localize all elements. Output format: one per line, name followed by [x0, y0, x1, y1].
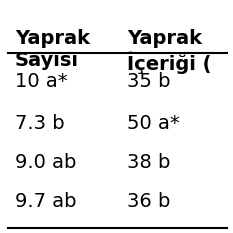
Text: 10 a*: 10 a*: [15, 72, 68, 92]
Text: Yaprak
İçeriği (: Yaprak İçeriği (: [127, 29, 212, 74]
Text: 7.3 b: 7.3 b: [15, 114, 65, 133]
Text: 50 a*: 50 a*: [127, 114, 180, 133]
Text: 38 b: 38 b: [127, 153, 171, 172]
Text: Yaprak
Sayısı: Yaprak Sayısı: [15, 29, 90, 70]
Text: 36 b: 36 b: [127, 192, 171, 211]
Text: 9.7 ab: 9.7 ab: [15, 192, 76, 211]
Text: 9.0 ab: 9.0 ab: [15, 153, 76, 172]
Text: 35 b: 35 b: [127, 72, 171, 92]
